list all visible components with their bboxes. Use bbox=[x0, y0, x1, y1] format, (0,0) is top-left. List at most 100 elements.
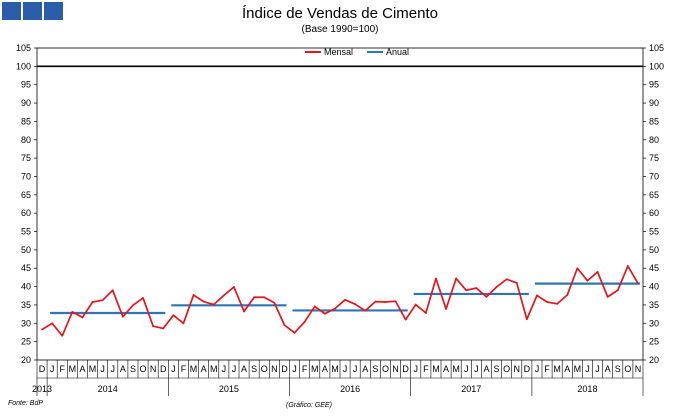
monthly-series-line bbox=[41, 265, 639, 337]
monthly-point bbox=[192, 294, 195, 296]
month-label: D bbox=[402, 364, 409, 374]
monthly-point bbox=[222, 294, 225, 297]
monthly-point bbox=[71, 311, 74, 313]
month-label: M bbox=[89, 364, 97, 374]
month-label: J bbox=[292, 364, 297, 374]
month-label: J bbox=[535, 364, 540, 374]
monthly-point bbox=[424, 312, 427, 314]
month-label: O bbox=[261, 364, 268, 374]
monthly-point bbox=[576, 267, 579, 270]
monthly-point bbox=[111, 289, 114, 292]
month-label: A bbox=[79, 364, 85, 374]
month-label: J bbox=[171, 364, 176, 374]
month-label: F bbox=[423, 364, 429, 374]
monthly-point bbox=[61, 334, 64, 337]
y-tick-label-right: 35 bbox=[649, 300, 659, 310]
monthly-point bbox=[182, 322, 185, 325]
y-tick-label-left: 100 bbox=[16, 61, 31, 71]
monthly-point bbox=[293, 331, 296, 334]
month-label: J bbox=[232, 364, 237, 374]
y-tick-label-left: 80 bbox=[21, 135, 31, 145]
monthly-point bbox=[344, 298, 346, 301]
y-tick-label-left: 35 bbox=[21, 300, 31, 310]
y-tick-label-left: 85 bbox=[21, 116, 31, 126]
monthly-point bbox=[172, 314, 175, 317]
month-label: A bbox=[120, 364, 126, 374]
monthly-point bbox=[51, 322, 54, 325]
monthly-point bbox=[374, 300, 377, 303]
monthly-point bbox=[81, 316, 84, 319]
monthly-point bbox=[283, 324, 286, 327]
month-label: O bbox=[140, 364, 147, 374]
monthly-point bbox=[394, 300, 397, 303]
y-tick-label-right: 30 bbox=[649, 318, 659, 328]
monthly-point bbox=[515, 282, 518, 284]
month-label: O bbox=[382, 364, 389, 374]
y-tick-label-right: 45 bbox=[649, 263, 659, 273]
y-tick-label-right: 100 bbox=[649, 61, 664, 71]
y-tick-label-right: 105 bbox=[649, 43, 664, 53]
y-tick-label-left: 65 bbox=[21, 190, 31, 200]
monthly-point bbox=[586, 279, 589, 282]
month-label: N bbox=[392, 364, 399, 374]
month-label: A bbox=[241, 364, 247, 374]
monthly-point bbox=[303, 320, 306, 323]
month-label: D bbox=[39, 364, 46, 374]
source-note: Fonte: BdP bbox=[8, 400, 44, 407]
y-tick-label-right: 25 bbox=[649, 337, 659, 347]
month-label: S bbox=[251, 364, 257, 374]
year-label-2016: 2016 bbox=[340, 384, 360, 394]
month-label: A bbox=[564, 364, 570, 374]
month-label: M bbox=[452, 364, 460, 374]
month-label: J bbox=[100, 364, 105, 374]
monthly-point bbox=[404, 318, 407, 321]
month-label: N bbox=[271, 364, 278, 374]
monthly-point bbox=[101, 299, 104, 302]
monthly-point bbox=[91, 301, 94, 303]
month-label: M bbox=[432, 364, 440, 374]
monthly-point bbox=[485, 295, 488, 298]
y-tick-label-left: 20 bbox=[21, 355, 31, 365]
monthly-point bbox=[435, 277, 437, 280]
month-label: F bbox=[544, 364, 550, 374]
monthly-point bbox=[132, 304, 134, 307]
monthly-point bbox=[212, 303, 215, 306]
y-tick-label-left: 25 bbox=[21, 337, 31, 347]
monthly-point bbox=[475, 287, 478, 289]
month-label: M bbox=[69, 364, 77, 374]
month-label: M bbox=[331, 364, 339, 374]
month-label: A bbox=[443, 364, 449, 374]
month-label: J bbox=[474, 364, 479, 374]
monthly-point bbox=[162, 327, 165, 330]
monthly-point bbox=[566, 294, 569, 296]
monthly-point bbox=[596, 271, 599, 273]
y-tick-label-right: 70 bbox=[649, 171, 659, 181]
y-tick-label-left: 95 bbox=[21, 80, 31, 90]
monthly-point bbox=[323, 312, 326, 315]
month-label: S bbox=[615, 364, 621, 374]
y-tick-label-right: 40 bbox=[649, 282, 659, 292]
month-label: D bbox=[160, 364, 167, 374]
month-label: A bbox=[362, 364, 368, 374]
year-label-2015: 2015 bbox=[219, 384, 239, 394]
month-label: J bbox=[414, 364, 419, 374]
month-label: J bbox=[595, 364, 600, 374]
monthly-point bbox=[637, 282, 639, 285]
y-tick-label-right: 50 bbox=[649, 245, 659, 255]
monthly-point bbox=[243, 310, 245, 313]
monthly-point bbox=[465, 289, 468, 292]
year-label-2014: 2014 bbox=[98, 384, 118, 394]
month-label: F bbox=[181, 364, 187, 374]
monthly-point bbox=[414, 303, 417, 306]
monthly-point bbox=[41, 328, 43, 331]
month-label: A bbox=[201, 364, 207, 374]
month-label: M bbox=[553, 364, 561, 374]
monthly-point bbox=[445, 308, 447, 310]
chart-title: Índice de Vendas de Cimento bbox=[242, 5, 438, 22]
monthly-point bbox=[142, 297, 144, 299]
monthly-point bbox=[334, 307, 336, 310]
legend-label-mensal: Mensal bbox=[324, 47, 353, 57]
monthly-point bbox=[202, 300, 205, 303]
month-label: N bbox=[635, 364, 642, 374]
